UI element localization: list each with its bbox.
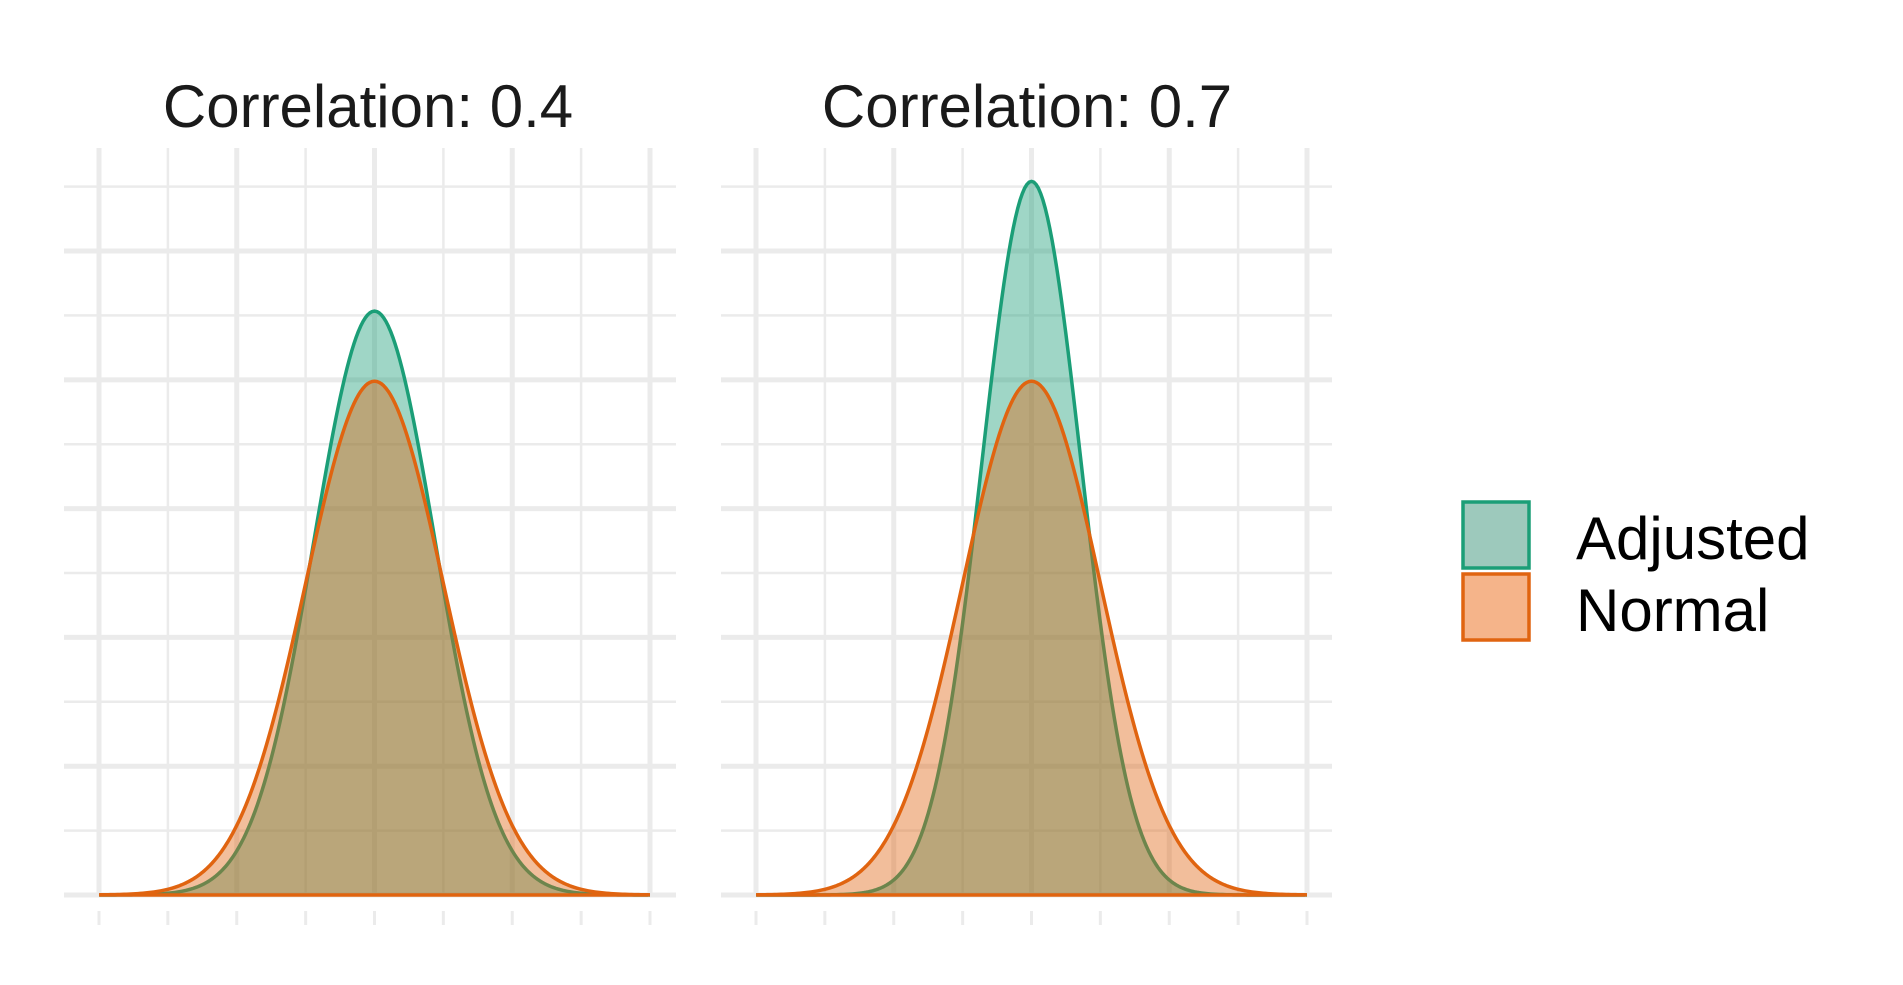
legend-label-adjusted: Adjusted bbox=[1576, 505, 1810, 572]
legend-label-normal: Normal bbox=[1576, 577, 1769, 644]
panel-grid bbox=[721, 148, 1332, 925]
panel-title: Correlation: 0.4 bbox=[163, 73, 573, 140]
density-area-normal bbox=[99, 381, 650, 895]
density-line-adjusted bbox=[99, 309, 650, 897]
density-area-adjusted bbox=[756, 181, 1307, 895]
panel-correlation-0-7: Correlation: 0.7 bbox=[721, 73, 1332, 925]
legend-key-adjusted bbox=[1461, 500, 1531, 570]
panel-grid bbox=[64, 148, 676, 925]
panel-title: Correlation: 0.7 bbox=[822, 73, 1232, 140]
panel-series bbox=[755, 179, 1308, 897]
legend-key-normal bbox=[1461, 572, 1531, 642]
density-area-adjusted bbox=[99, 311, 650, 895]
legend: Adjusted Normal bbox=[1461, 500, 1810, 644]
density-area-normal bbox=[756, 381, 1307, 895]
panel-series bbox=[98, 309, 651, 897]
panel-correlation-0-4: Correlation: 0.4 bbox=[64, 73, 676, 925]
density-line-normal bbox=[755, 379, 1308, 897]
density-line-normal bbox=[98, 379, 651, 897]
